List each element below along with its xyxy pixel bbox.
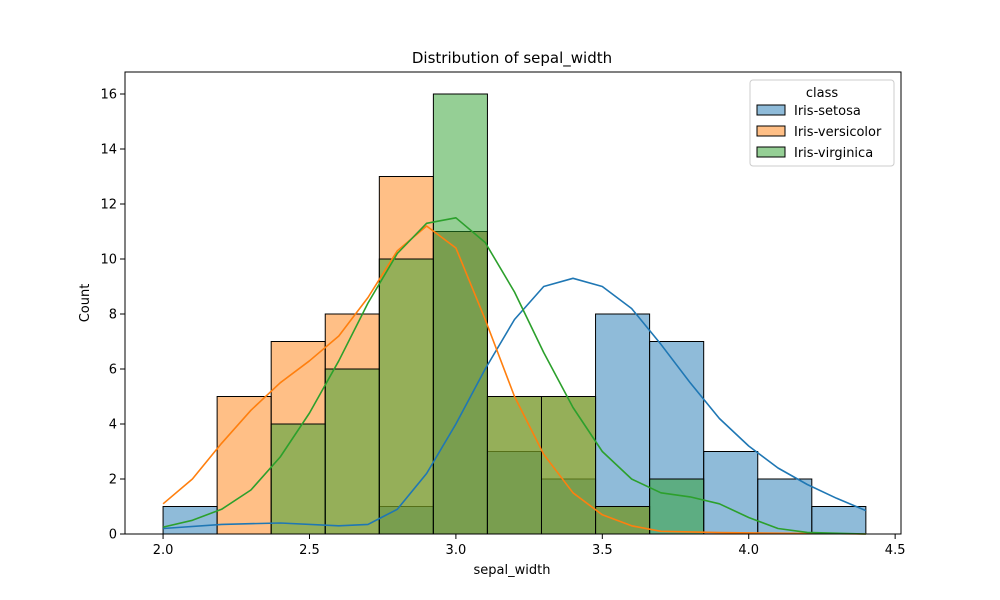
y-tick-label: 0 xyxy=(109,528,117,543)
bar-iris-setosa-bin-11 xyxy=(757,478,813,535)
legend-frame xyxy=(749,79,895,167)
y-tick-label: 2 xyxy=(109,473,117,488)
legend-label-iris-versicolor: Iris-versicolor xyxy=(794,125,882,140)
bar-iris-virginica-bin-4 xyxy=(378,258,434,535)
kde-line-iris-setosa xyxy=(163,277,867,530)
y-tick-label: 12 xyxy=(100,198,117,213)
kde-line-iris-versicolor xyxy=(162,225,866,535)
x-tick-label: 3.5 xyxy=(592,543,613,558)
bar-iris-setosa-bin-12 xyxy=(811,506,867,535)
legend-swatch-iris-virginica xyxy=(756,146,786,158)
x-tick-label: 3.0 xyxy=(446,543,467,558)
x-axis-label: sepal_width xyxy=(474,563,551,578)
y-tick-label: 10 xyxy=(100,253,117,268)
x-tick-label: 4.0 xyxy=(738,543,759,558)
bar-iris-virginica-bin-8 xyxy=(595,506,651,535)
y-tick-label: 14 xyxy=(100,143,117,158)
legend-label-iris-setosa: Iris-setosa xyxy=(794,104,861,119)
bar-iris-virginica-bin-2 xyxy=(270,423,326,535)
y-axis: 0 2 4 6 8 10 12 14 16 xyxy=(100,88,125,543)
kde-line-iris-virginica xyxy=(162,217,866,535)
bar-iris-virginica-bin-6 xyxy=(486,396,542,535)
bar-iris-virginica-bin-5 xyxy=(432,93,488,535)
y-tick-label: 8 xyxy=(109,308,117,323)
bar-iris-virginica-bin-3 xyxy=(324,368,380,535)
x-tick-label: 2.5 xyxy=(299,543,320,558)
bar-iris-virginica-bin-7 xyxy=(540,396,597,535)
x-axis: 2.0 2.5 3.0 3.5 4.0 4.5 xyxy=(153,534,906,558)
y-tick-label: 4 xyxy=(109,418,117,433)
kde-layer xyxy=(162,217,867,535)
legend-swatch-iris-versicolor xyxy=(756,125,786,137)
legend-label-iris-virginica: Iris-virginica xyxy=(794,146,873,161)
y-tick-label: 6 xyxy=(109,363,117,378)
y-tick-label: 16 xyxy=(100,88,117,103)
plot-frame xyxy=(124,71,902,535)
bar-iris-virginica-bin-9 xyxy=(649,478,705,535)
bar-iris-setosa-bin-10 xyxy=(703,451,759,535)
y-axis-label: Count xyxy=(78,284,93,323)
legend-swatch-iris-setosa xyxy=(756,104,786,116)
x-tick-label: 4.5 xyxy=(885,543,906,558)
chart-title: Distribution of sepal_width xyxy=(412,49,612,68)
legend: class Iris-setosa Iris-versicolor Iris-vir… xyxy=(749,79,895,167)
x-tick-label: 2.0 xyxy=(153,543,174,558)
legend-title: class xyxy=(806,86,838,101)
bar-iris-setosa-bin-8 xyxy=(595,313,651,535)
